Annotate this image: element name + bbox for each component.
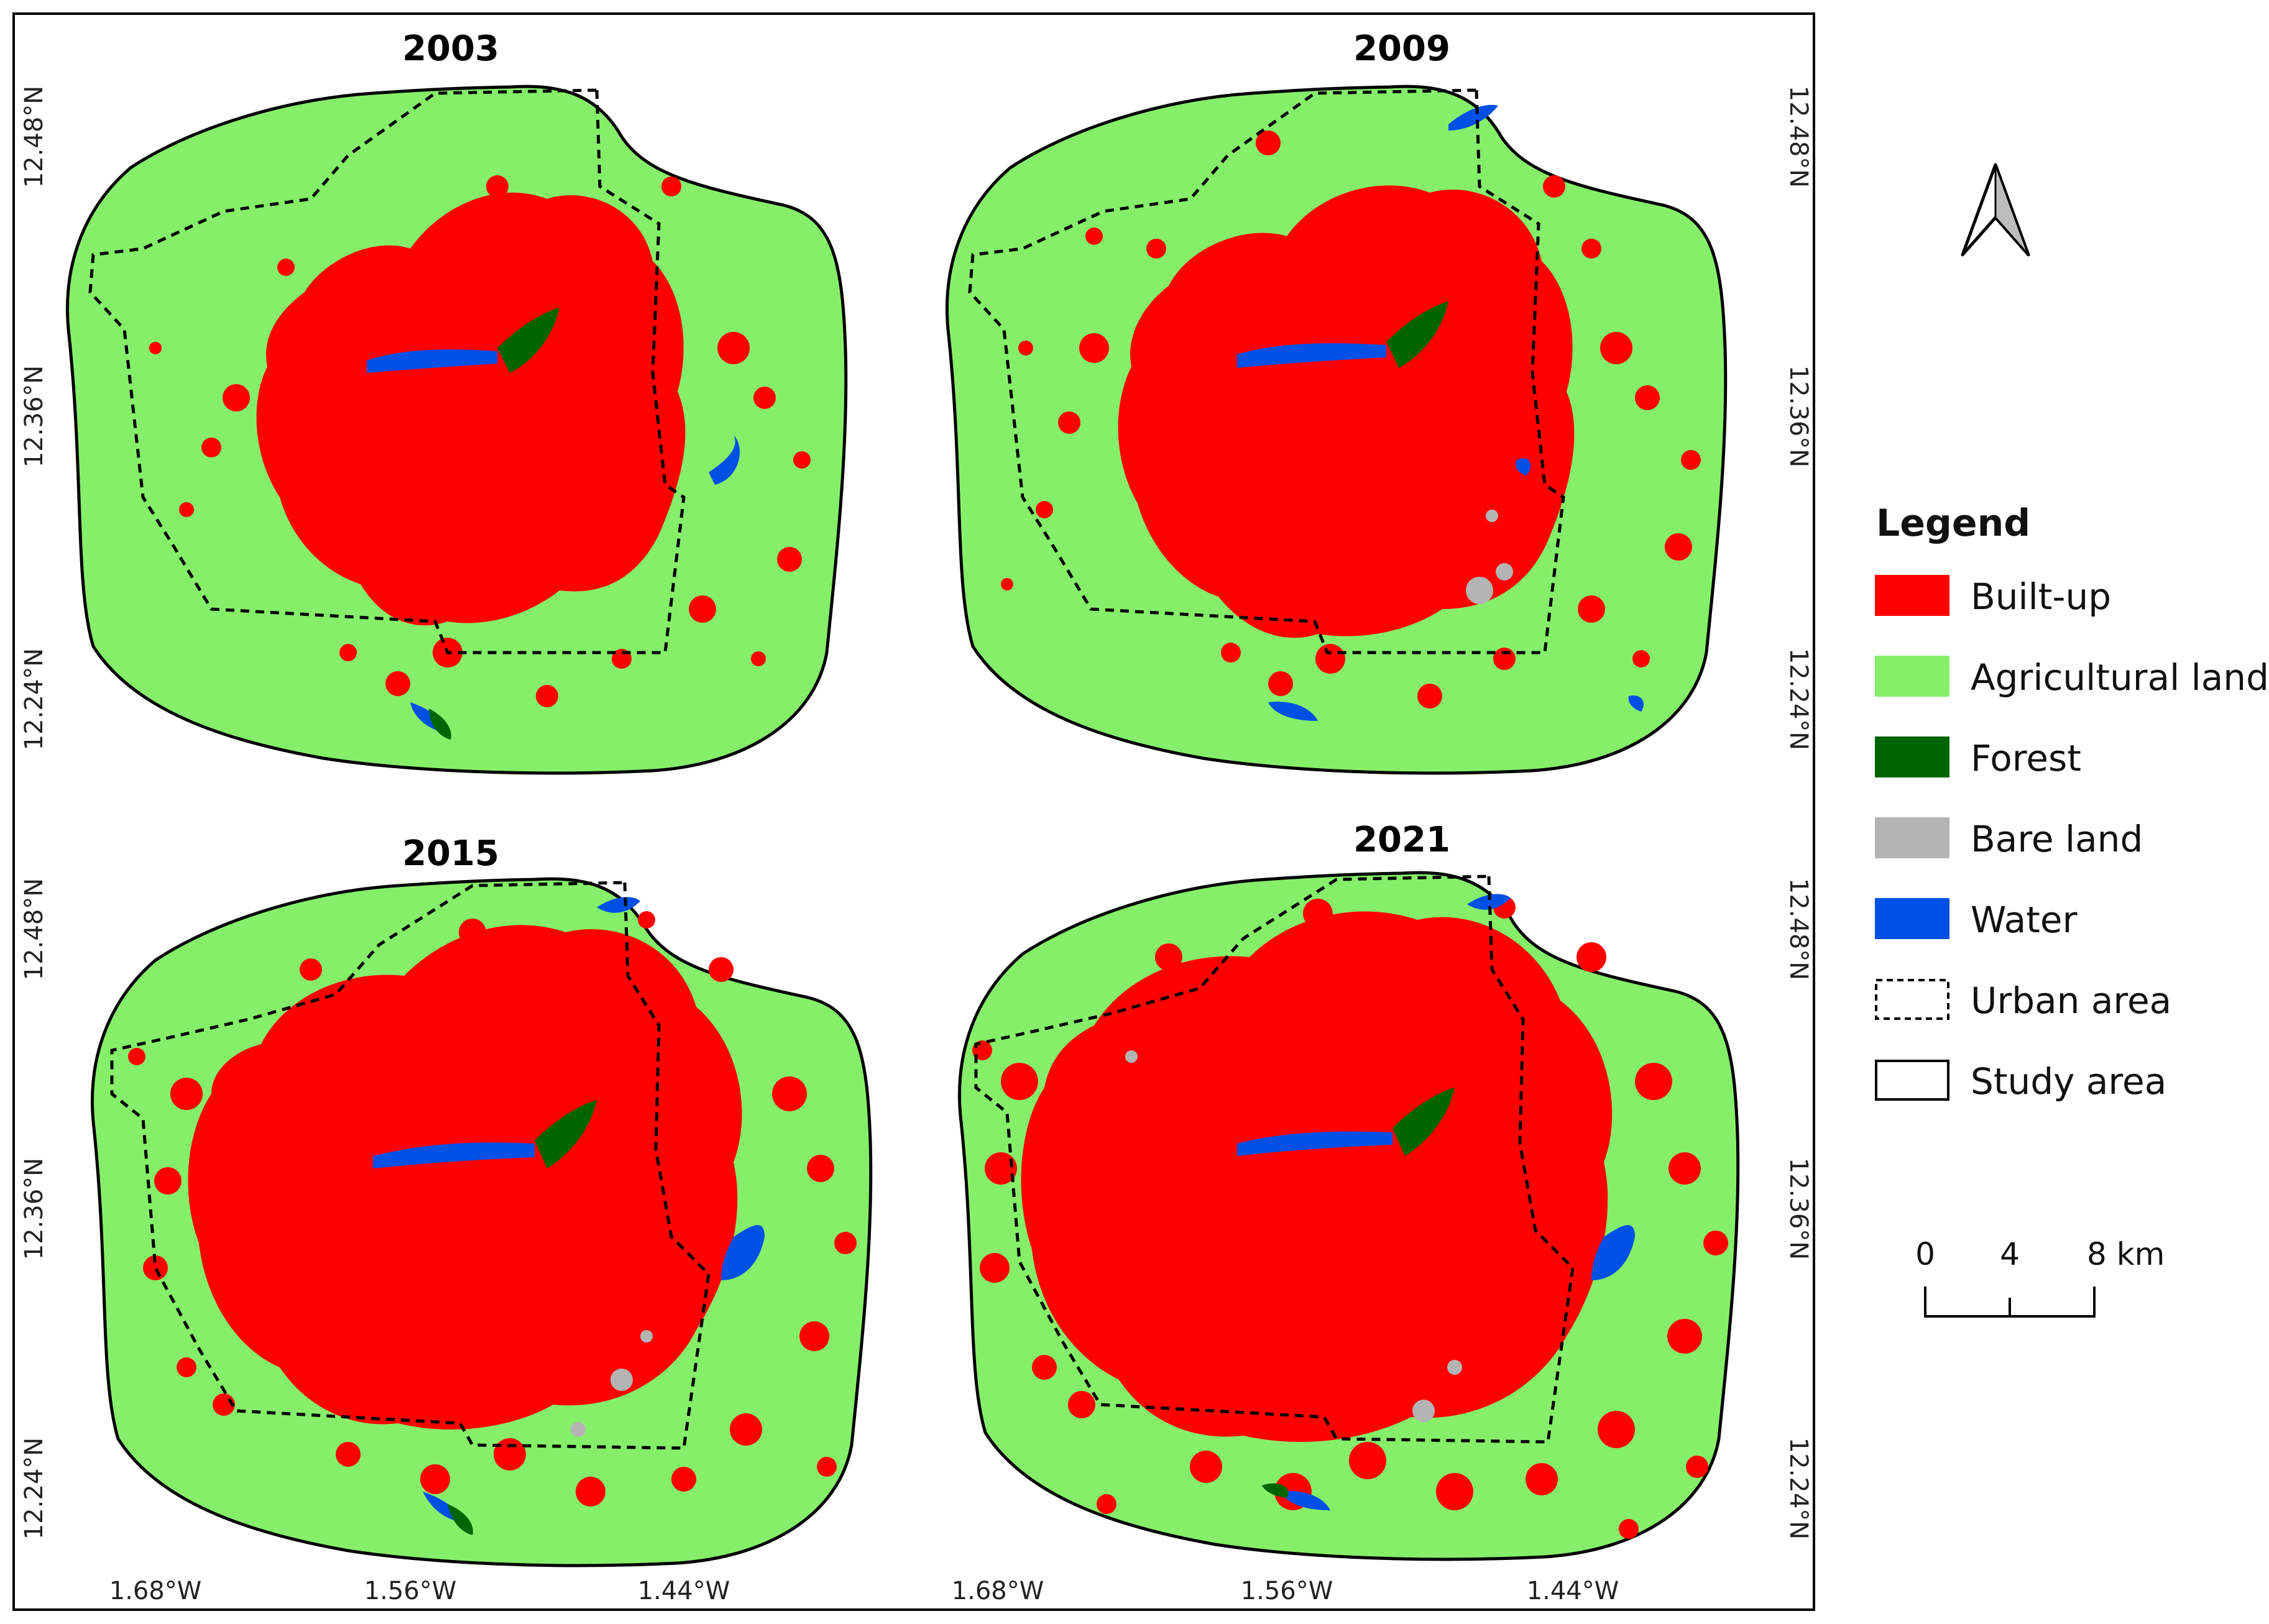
built-up-area: [1118, 185, 1575, 638]
lat-tick-label: 12.24°N: [1784, 1438, 1813, 1539]
legend: Legend Built-up Agricultural land Forest…: [1875, 502, 2269, 1103]
built-up-area: [188, 925, 742, 1429]
lat-tick-label: 12.36°N: [20, 1158, 48, 1260]
forest-patch: [429, 709, 451, 740]
urban-area-boundary: [110, 881, 711, 1450]
water-body: [721, 1225, 765, 1280]
built-up-scatter: [972, 896, 1728, 1539]
forest-patch: [535, 1100, 597, 1168]
legend-swatch-study-area: [1875, 1060, 1949, 1101]
legend-swatch-forest: [1875, 736, 1949, 778]
north-arrow-icon: [1961, 163, 2030, 257]
lat-tick-label: 12.48°N: [20, 878, 48, 980]
water-reservoir: [1237, 343, 1386, 368]
legend-label: Forest: [1971, 737, 2081, 779]
forest-patch: [448, 1504, 473, 1535]
water-body: [1268, 702, 1318, 721]
legend-label: Bare land: [1971, 818, 2143, 860]
water-body: [1281, 1491, 1330, 1510]
panel-2003: 2003 12.48°N 12.36°N 12.24°N: [20, 29, 848, 775]
lon-tick-label: 1.44°W: [638, 1577, 730, 1605]
lon-tick-label: 1.56°W: [364, 1577, 457, 1605]
x-axis-ticks: 1.68°W 1.56°W 1.44°W 1.68°W 1.56°W 1.44°…: [109, 1577, 1619, 1605]
panel-year: 2003: [402, 29, 499, 69]
bare-land-patches: [1125, 1050, 1462, 1422]
legend-swatch-urban-area: [1875, 979, 1949, 1020]
legend-label: Built-up: [1971, 576, 2111, 618]
lon-tick-label: 1.68°W: [109, 1577, 202, 1605]
panel-year: 2015: [402, 833, 499, 874]
forest-patch: [497, 308, 559, 373]
lat-tick-label: 12.48°N: [20, 86, 48, 188]
legend-label: Water: [1971, 899, 2078, 941]
lat-tick-label: 12.48°N: [1784, 86, 1813, 188]
panel-2009: 2009 12.48°N 12.36°N 12.24°N: [945, 29, 1813, 775]
lat-tick-label: 12.36°N: [20, 365, 48, 467]
water-reservoir: [1237, 1131, 1392, 1156]
water-reservoir: [367, 349, 497, 373]
lat-tick-label: 12.24°N: [20, 1438, 48, 1539]
built-up-scatter: [1001, 131, 1701, 709]
scale-label: 0: [1915, 1236, 1935, 1272]
legend-swatch-water: [1875, 898, 1949, 939]
bare-land-patches: [1466, 510, 1513, 604]
water-body: [597, 897, 640, 913]
scale-label: 8 km: [2087, 1236, 2165, 1272]
water-reservoir: [373, 1142, 535, 1168]
legend-title: Legend: [1876, 502, 2030, 545]
lat-tick-label: 12.36°N: [1784, 1158, 1813, 1260]
forest-patch: [1262, 1483, 1289, 1498]
forest-patch: [1386, 301, 1448, 368]
built-up-area: [1021, 911, 1613, 1442]
water-body: [1628, 695, 1644, 712]
lat-tick-label: 12.24°N: [1784, 648, 1813, 750]
legend-swatch-bare-land: [1875, 817, 1949, 858]
forest-patch: [1392, 1088, 1455, 1156]
legend-swatch-built-up: [1875, 575, 1949, 616]
legend-label: Urban area: [1971, 979, 2171, 1022]
water-body: [1467, 894, 1511, 910]
panel-year: 2009: [1353, 29, 1450, 69]
panel-2021: 2021 12.48°N 12.36°N 12.24°N: [957, 820, 1813, 1561]
lon-tick-label: 1.44°W: [1527, 1577, 1619, 1605]
water-body: [1448, 104, 1498, 131]
urban-area-boundary: [974, 874, 1575, 1444]
water-body: [709, 435, 740, 485]
panel-year: 2021: [1353, 820, 1450, 860]
urban-area-boundary: [968, 88, 1565, 654]
panel-2015: 2015 12.48°N 12.36°N 12.24°N: [20, 833, 873, 1567]
scale-bar: 0 4 8 km: [1915, 1236, 2165, 1318]
built-up-scatter: [128, 911, 857, 1507]
built-up-area: [256, 192, 686, 626]
bare-land-patches: [571, 1330, 653, 1437]
legend-swatch-agricultural-land: [1875, 656, 1949, 697]
water-body: [1516, 458, 1531, 475]
water-body: [1591, 1225, 1635, 1280]
lat-tick-label: 12.48°N: [1784, 878, 1813, 980]
lat-tick-label: 12.36°N: [1784, 365, 1813, 467]
lon-tick-label: 1.56°W: [1241, 1577, 1333, 1605]
urban-area-boundary: [88, 88, 686, 654]
lat-tick-label: 12.24°N: [20, 648, 48, 750]
lon-tick-label: 1.68°W: [952, 1577, 1044, 1605]
legend-label: Study area: [1971, 1060, 2166, 1103]
built-up-scatter: [149, 175, 811, 707]
legend-label: Agricultural land: [1971, 656, 2269, 699]
scale-label: 4: [2000, 1236, 2020, 1272]
